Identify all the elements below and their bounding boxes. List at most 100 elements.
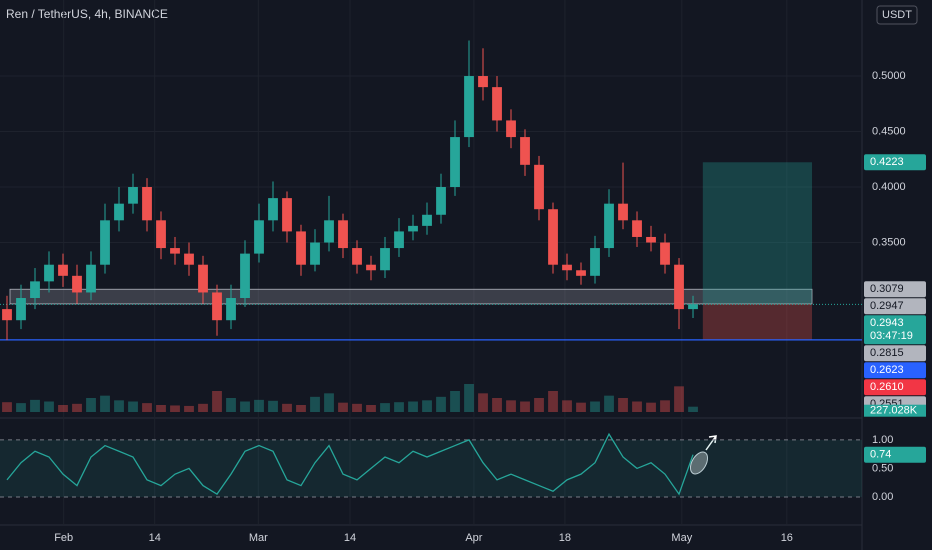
candle-body (688, 304, 698, 310)
volume-bar (562, 400, 572, 412)
volume-bar (324, 393, 334, 412)
chart-title: Ren / TetherUS, 4h, BINANCE (6, 7, 168, 21)
volume-badge (864, 404, 926, 417)
volume-bar (632, 401, 642, 412)
x-tick-label: Apr (465, 532, 482, 544)
candle-body (86, 264, 96, 293)
candle-body (534, 164, 544, 210)
candle-body (632, 220, 642, 237)
volume-bar (394, 402, 404, 412)
volume-bar (352, 403, 362, 412)
price-badge (864, 281, 926, 298)
candle-body (296, 231, 306, 265)
candle-body (590, 248, 600, 276)
volume-bar (142, 403, 152, 412)
volume-bar (156, 405, 166, 412)
volume-bar (128, 401, 138, 412)
candle-body (58, 264, 68, 276)
x-tick-label: 14 (344, 532, 356, 544)
candle-body (366, 264, 376, 271)
candle-body (324, 220, 334, 243)
countdown-label: 03:47:19 (870, 330, 913, 342)
support-zone (9, 288, 813, 305)
candle-body (240, 253, 250, 299)
oscillator-tick-label: 0.50 (872, 462, 893, 474)
price-badge (864, 154, 926, 171)
candle-body (408, 225, 418, 232)
currency-button[interactable] (876, 5, 918, 25)
price-badge-label: 0.2943 (870, 317, 904, 329)
candle-body (310, 242, 320, 265)
volume-bar (548, 391, 558, 412)
volume-bar (268, 400, 278, 412)
candle-body (198, 264, 208, 293)
price-badge-label: 0.4223 (870, 156, 904, 168)
candle-body (618, 203, 628, 221)
price-badge-label: 0.3079 (870, 283, 904, 295)
volume-bar (506, 400, 516, 412)
volume-bar (464, 384, 474, 412)
candle-body (520, 137, 530, 165)
candle-body (660, 242, 670, 265)
currency-label: USDT (882, 9, 912, 21)
volume-bar (16, 403, 26, 412)
oscillator-line (6, 432, 694, 496)
volume-bar (100, 395, 110, 412)
candle-body (604, 203, 614, 249)
volume-bar (226, 398, 236, 412)
price-badge-label: 0.2815 (870, 347, 904, 359)
candle-body (394, 231, 404, 249)
volume-bar (618, 398, 628, 412)
volume-bar (674, 386, 684, 412)
oscillator-badge-label: 0.74 (870, 449, 891, 461)
price-badge (864, 362, 926, 379)
candle-body (184, 253, 194, 265)
volume-bar (436, 396, 446, 412)
candle-body (380, 248, 390, 271)
volume-bar (254, 399, 264, 412)
volume-bar (604, 395, 614, 412)
candle-body (506, 120, 516, 138)
volume-bar (212, 391, 222, 412)
x-tick-label: 18 (559, 532, 571, 544)
price-badge (864, 379, 926, 396)
candle-body (44, 264, 54, 282)
candle-body (422, 214, 432, 226)
candle-body (450, 137, 460, 188)
y-tick-label: 0.4500 (872, 125, 906, 137)
price-badge-label: 0.2947 (870, 300, 904, 312)
y-tick-label: 0.5000 (872, 70, 906, 82)
volume-bar (478, 393, 488, 412)
volume-bar (380, 403, 390, 412)
volume-bar (86, 398, 96, 412)
x-tick-label: May (671, 532, 692, 544)
candle-body (114, 203, 124, 221)
x-tick-label: 14 (149, 532, 161, 544)
candle-body (282, 198, 292, 232)
volume-bar (688, 406, 698, 412)
candle-body (338, 220, 348, 249)
volume-bar (366, 405, 376, 412)
loss-zone (702, 303, 813, 340)
x-tick-label: 16 (781, 532, 793, 544)
oscillator-tick-label: 0.00 (872, 491, 893, 503)
candle-body (646, 236, 656, 243)
volume-bar (58, 405, 68, 412)
volume-bar (576, 402, 586, 412)
candle-body (100, 220, 110, 265)
candle-body (492, 87, 502, 121)
volume-bar (72, 403, 82, 412)
candle-body (170, 248, 180, 254)
candle-body (226, 298, 236, 321)
volume-bar (44, 401, 54, 412)
candle-body (436, 187, 446, 215)
candle-body (212, 292, 222, 321)
volume-bar (492, 398, 502, 412)
volume-bar (408, 401, 418, 412)
candle-body (464, 76, 474, 138)
volume-bar (338, 402, 348, 412)
candle-body (576, 270, 586, 276)
candle-body (254, 220, 264, 254)
price-badge (864, 345, 926, 362)
